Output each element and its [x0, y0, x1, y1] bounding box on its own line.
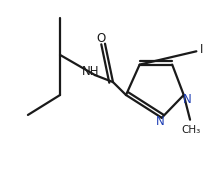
- Text: N: N: [183, 93, 192, 106]
- Text: N: N: [156, 116, 164, 128]
- Text: O: O: [97, 32, 106, 44]
- Text: I: I: [200, 43, 203, 56]
- Text: NH: NH: [82, 65, 100, 78]
- Text: CH₃: CH₃: [181, 125, 201, 135]
